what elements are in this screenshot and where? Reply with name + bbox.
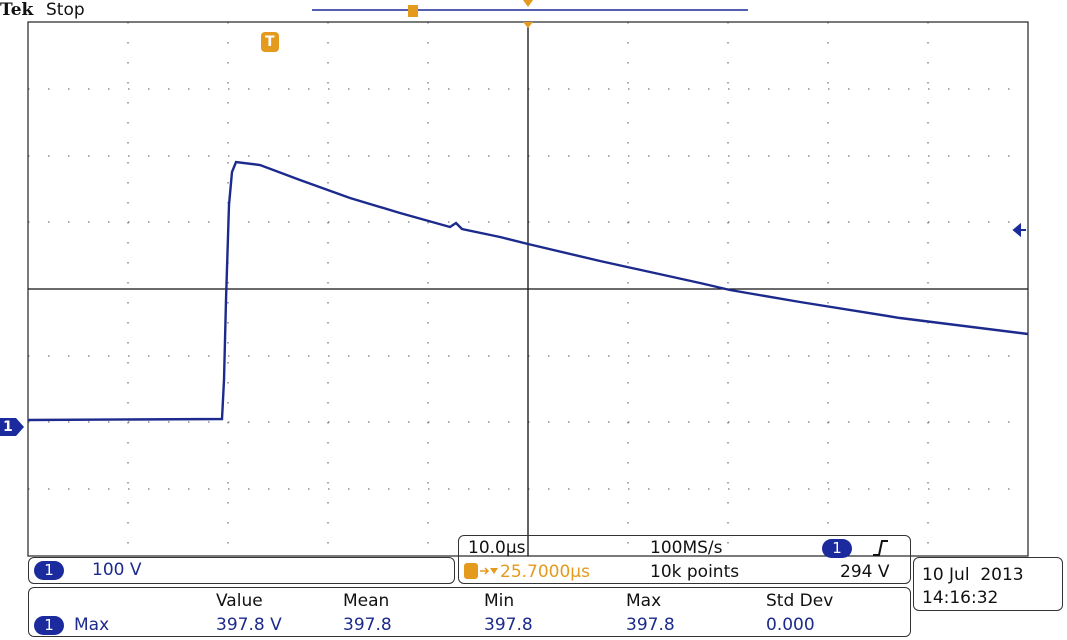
channel-marker-bg xyxy=(0,418,24,436)
trigger-pos-icon xyxy=(464,563,498,579)
meas-value: 397.8 xyxy=(626,615,675,635)
expansion-marker xyxy=(523,0,533,7)
col-header: Mean xyxy=(343,591,390,611)
meas-channel: 1 xyxy=(34,616,64,635)
trigger-level-arrow xyxy=(1012,222,1026,238)
trigger-channel: 1 xyxy=(822,539,852,558)
channel-marker: 1 xyxy=(3,419,13,435)
status: Stop xyxy=(46,0,85,20)
timebase-box xyxy=(458,535,911,584)
col-header: Min xyxy=(484,591,515,611)
trigger-level: 294 V xyxy=(840,562,890,582)
datetime-box xyxy=(913,557,1063,611)
col-header: Std Dev xyxy=(766,591,834,611)
brand: Tek xyxy=(0,0,34,20)
expansion-marker xyxy=(523,22,533,28)
waveform xyxy=(27,160,1029,422)
channel-pill: 1 xyxy=(34,561,64,580)
trigger-marker-bg xyxy=(261,32,279,52)
channel-box xyxy=(28,557,455,584)
meas-value: 397.8 V xyxy=(216,615,282,635)
date: 10 Jul 2013 xyxy=(922,565,1024,585)
meas-name: Max xyxy=(74,615,110,635)
time-per-div: 10.0µs xyxy=(468,538,526,558)
col-header: Max xyxy=(626,591,662,611)
sample-rate: 100MS/s xyxy=(650,538,723,558)
vertical-scale: 100 V xyxy=(92,560,142,580)
record-length: 10k points xyxy=(650,562,740,582)
trigger-pos-marker xyxy=(408,5,418,17)
meas-value: 0.000 xyxy=(766,615,815,635)
trigger-position: 25.7000µs xyxy=(500,562,590,582)
meas-value: 397.8 xyxy=(343,615,392,635)
trigger-marker: T xyxy=(265,34,275,50)
slope-icon xyxy=(873,540,888,556)
measurement-box xyxy=(28,587,911,637)
time: 14:16:32 xyxy=(922,588,999,608)
col-header: Value xyxy=(216,591,263,611)
meas-value: 397.8 xyxy=(484,615,533,635)
